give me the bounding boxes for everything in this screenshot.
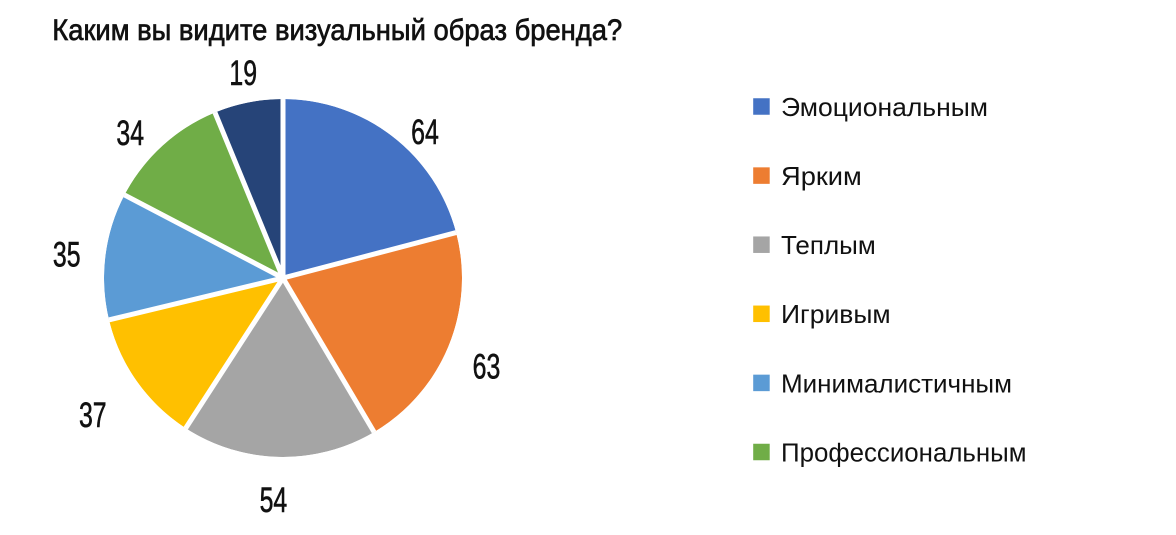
svg-text:Эмоциональным: Эмоциональным bbox=[781, 92, 988, 122]
svg-text:Ярким: Ярким bbox=[781, 162, 862, 191]
svg-text:Каким вы видите визуальный обр: Каким вы видите визуальный образ бренда? bbox=[52, 14, 622, 47]
svg-text:Теплым: Теплым bbox=[781, 230, 876, 260]
svg-text:35: 35 bbox=[53, 236, 81, 274]
svg-text:Игривым: Игривым bbox=[781, 299, 891, 329]
svg-text:63: 63 bbox=[473, 349, 501, 387]
svg-text:37: 37 bbox=[79, 397, 107, 435]
svg-text:54: 54 bbox=[260, 482, 288, 520]
svg-text:Профессиональным: Профессиональным bbox=[781, 439, 1027, 467]
svg-text:Минималистичным: Минималистичным bbox=[781, 368, 1012, 398]
svg-text:64: 64 bbox=[411, 114, 439, 152]
svg-text:19: 19 bbox=[229, 55, 257, 93]
svg-text:34: 34 bbox=[116, 115, 144, 153]
